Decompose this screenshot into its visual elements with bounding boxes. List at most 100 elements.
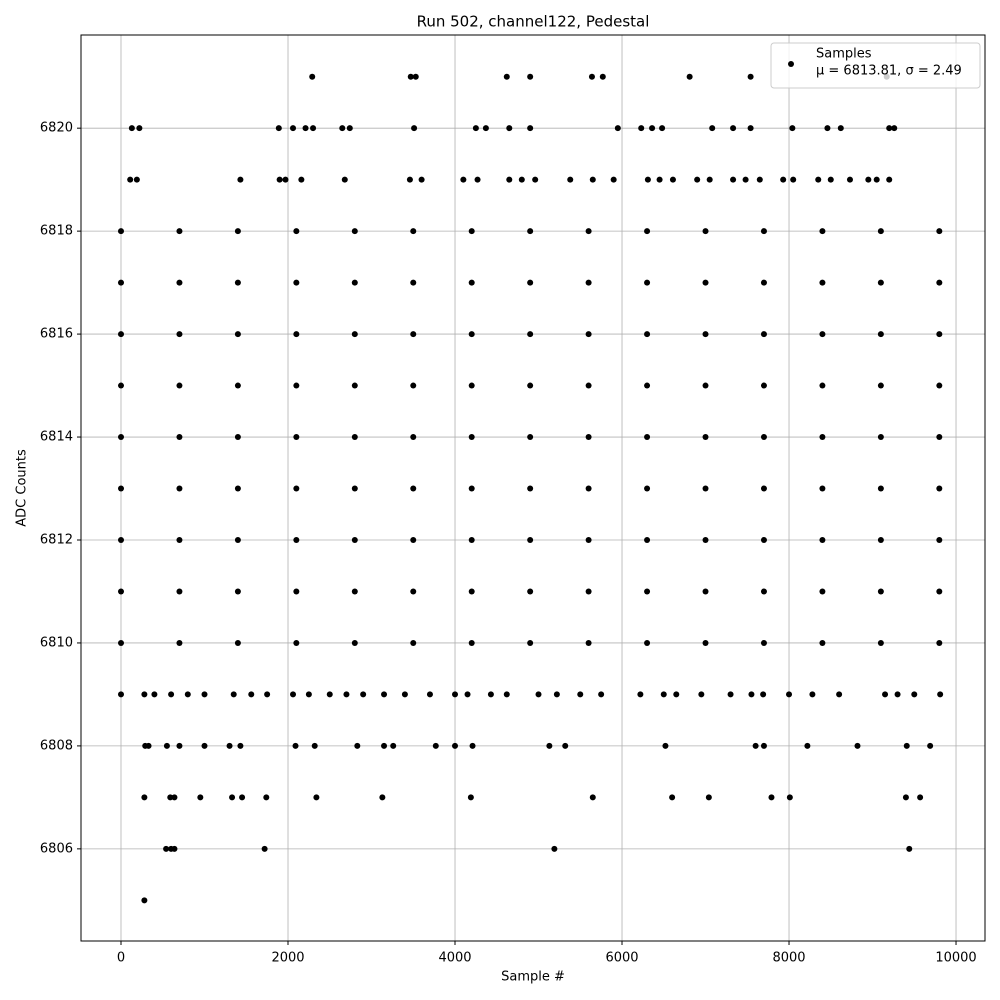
- point: [705, 794, 712, 801]
- point: [379, 794, 386, 801]
- point: [293, 485, 300, 492]
- point: [638, 125, 645, 132]
- point: [760, 228, 767, 235]
- point: [877, 536, 884, 543]
- point: [351, 331, 358, 338]
- point: [673, 691, 680, 698]
- point: [230, 691, 237, 698]
- point: [846, 176, 853, 183]
- point: [809, 691, 816, 698]
- point: [786, 794, 793, 801]
- point: [702, 485, 709, 492]
- y-tick-label: 6808: [40, 738, 73, 753]
- point: [873, 176, 880, 183]
- point: [702, 434, 709, 441]
- point: [141, 794, 148, 801]
- point: [468, 536, 475, 543]
- point: [882, 691, 889, 698]
- point: [311, 742, 318, 749]
- point: [117, 691, 124, 698]
- point: [460, 176, 467, 183]
- point: [184, 691, 191, 698]
- point: [407, 73, 414, 80]
- point: [649, 125, 656, 132]
- point: [747, 73, 754, 80]
- y-axis-label: ADC Counts: [15, 449, 30, 527]
- point: [527, 279, 534, 286]
- point: [339, 125, 346, 132]
- y-tick-label: 6814: [40, 430, 73, 445]
- point: [698, 691, 705, 698]
- point: [827, 176, 834, 183]
- point: [452, 742, 459, 749]
- point: [351, 588, 358, 595]
- point: [234, 434, 241, 441]
- point: [804, 742, 811, 749]
- point: [936, 279, 943, 286]
- point: [290, 125, 297, 132]
- point: [936, 639, 943, 646]
- chart-title: Run 502, channel122, Pedestal: [417, 13, 650, 31]
- point: [309, 73, 316, 80]
- point: [527, 639, 534, 646]
- point: [865, 176, 872, 183]
- point: [343, 691, 350, 698]
- point: [293, 382, 300, 389]
- point: [293, 331, 300, 338]
- point: [819, 279, 826, 286]
- point: [702, 536, 709, 543]
- point: [468, 228, 475, 235]
- point: [614, 125, 621, 132]
- point: [877, 434, 884, 441]
- point: [917, 794, 924, 801]
- point: [201, 691, 208, 698]
- point: [468, 382, 475, 389]
- point: [305, 691, 312, 698]
- point: [886, 125, 893, 132]
- point: [472, 125, 479, 132]
- point: [527, 228, 534, 235]
- point: [313, 794, 320, 801]
- plot-frame: [80, 34, 986, 942]
- point: [293, 639, 300, 646]
- point: [936, 485, 943, 492]
- point: [176, 382, 183, 389]
- x-tick-label: 8000: [772, 951, 805, 966]
- point: [229, 794, 236, 801]
- point: [171, 845, 178, 852]
- point: [518, 176, 525, 183]
- point: [727, 691, 734, 698]
- point: [234, 228, 241, 235]
- point: [351, 279, 358, 286]
- point: [936, 434, 943, 441]
- point: [535, 691, 542, 698]
- point: [891, 125, 898, 132]
- point: [163, 845, 170, 852]
- point: [298, 176, 305, 183]
- point: [468, 279, 475, 286]
- point: [239, 794, 246, 801]
- point: [644, 228, 651, 235]
- point: [585, 588, 592, 595]
- point: [702, 279, 709, 286]
- point: [410, 382, 417, 389]
- point: [669, 176, 676, 183]
- point: [176, 331, 183, 338]
- point: [117, 536, 124, 543]
- point: [282, 176, 289, 183]
- point: [585, 331, 592, 338]
- point: [354, 742, 361, 749]
- point: [877, 382, 884, 389]
- point: [936, 331, 943, 338]
- point: [226, 742, 233, 749]
- point: [234, 485, 241, 492]
- point: [527, 536, 534, 543]
- point: [264, 691, 271, 698]
- point: [527, 73, 534, 80]
- point: [532, 176, 539, 183]
- point: [877, 279, 884, 286]
- point: [234, 588, 241, 595]
- y-tick-label: 6810: [40, 635, 73, 650]
- point: [730, 176, 737, 183]
- point: [527, 382, 534, 389]
